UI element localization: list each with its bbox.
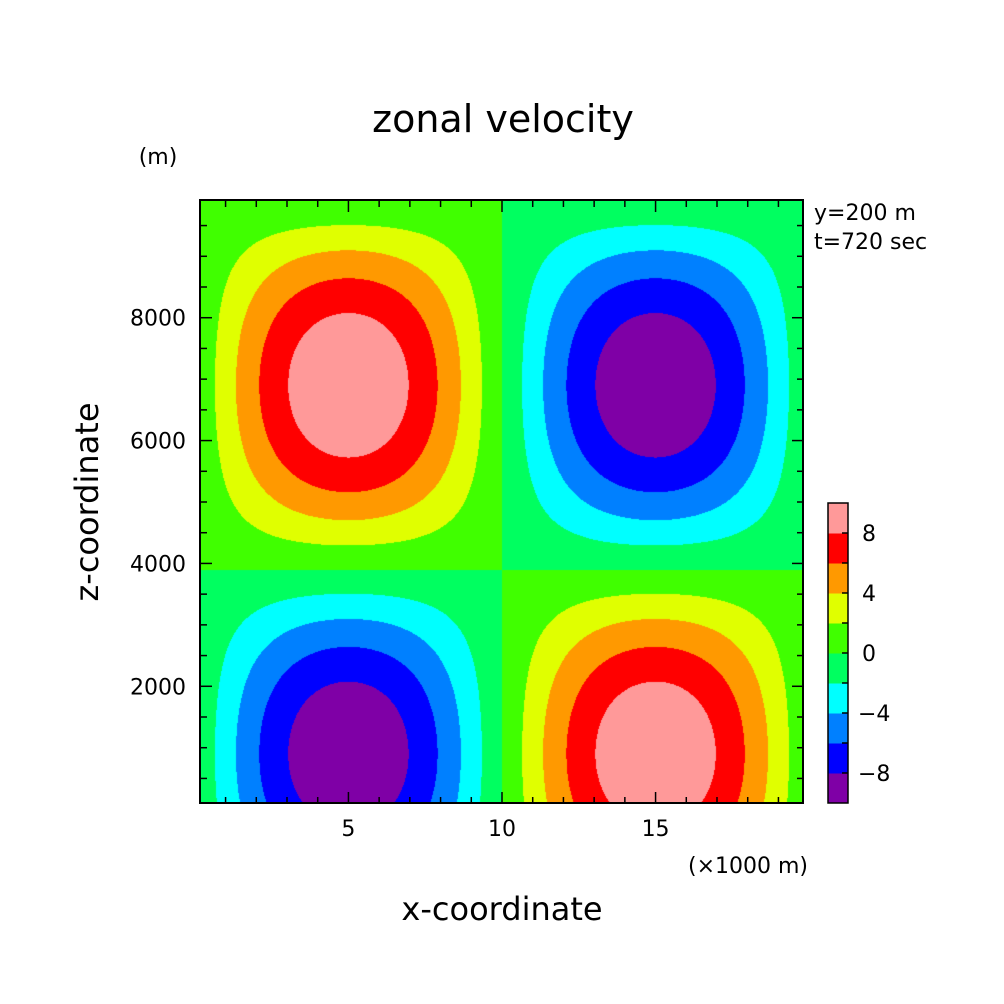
- x-tick-label: 10: [488, 817, 516, 842]
- contour-plot-area: [201, 201, 803, 803]
- contour-fill: [201, 201, 803, 803]
- colorbar-swatch: [828, 623, 848, 654]
- x-axis-title: x-coordinate: [401, 890, 602, 928]
- colorbar-swatch: [828, 683, 848, 714]
- colorbar-label: 8: [862, 522, 876, 547]
- x-unit-label: (×1000 m): [688, 854, 808, 879]
- x-tick-label: 5: [341, 817, 355, 842]
- y-axis: 2000 4000 6000 8000: [130, 224, 803, 780]
- chart-title: zonal velocity: [372, 97, 634, 141]
- colorbar-swatch: [828, 563, 848, 594]
- colorbar-swatch: [828, 503, 848, 534]
- y-tick-label: 2000: [130, 675, 186, 700]
- annotation-y: y=200 m: [814, 201, 916, 226]
- x-axis: 5 10 15: [224, 201, 780, 842]
- colorbar-label: −4: [858, 702, 890, 727]
- colorbar-swatch: [828, 653, 848, 684]
- y-tick-label: 6000: [130, 430, 186, 455]
- x-tick-label: 15: [642, 817, 670, 842]
- y-axis-title: z-coordinate: [68, 402, 106, 601]
- colorbar-swatch: [828, 773, 848, 804]
- colorbar-swatch: [828, 743, 848, 774]
- y-unit-label: (m): [139, 145, 178, 170]
- y-tick-label: 8000: [130, 307, 186, 332]
- colorbar-swatch: [828, 713, 848, 744]
- colorbar-swatch: [828, 593, 848, 624]
- annotation-t: t=720 sec: [814, 230, 927, 255]
- colorbar-label: 4: [862, 582, 876, 607]
- colorbar-swatch: [828, 533, 848, 564]
- y-tick-label: 4000: [130, 552, 186, 577]
- colorbar-label: −8: [858, 762, 890, 787]
- colorbar-label: 0: [862, 642, 876, 667]
- colorbar: −8 −4 0 4 8: [827, 502, 890, 804]
